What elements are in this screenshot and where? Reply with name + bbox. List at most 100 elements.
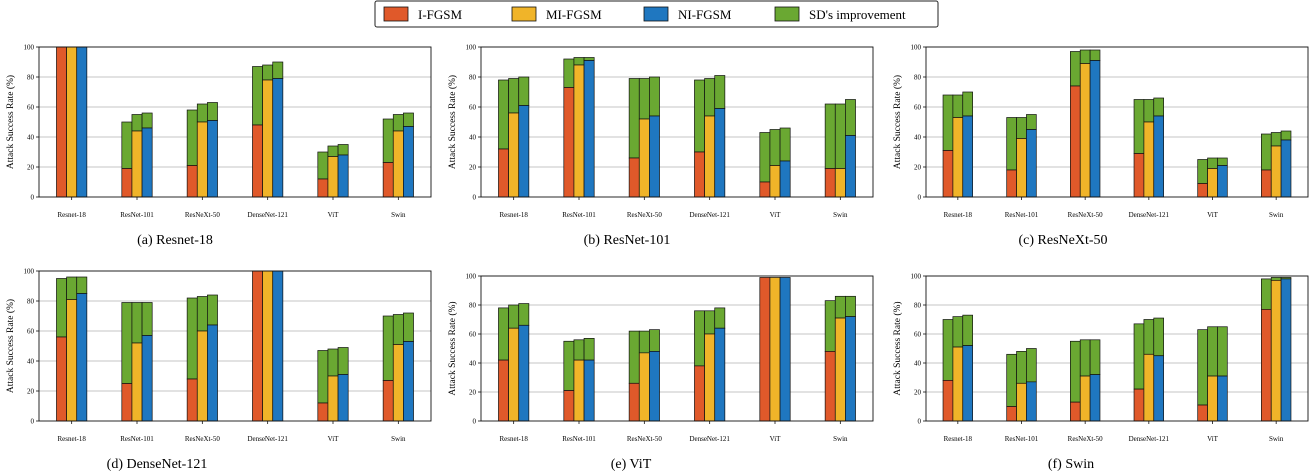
bar-improvement xyxy=(131,114,143,132)
chart-panel-2: 0 20 40 60 80 100 Attack Success Rate (%) Resne… xyxy=(892,44,1309,248)
bar-nifgsm xyxy=(207,324,218,422)
bar-improvement xyxy=(1016,117,1027,139)
bar-improvement xyxy=(583,57,595,61)
legend-swatch-0 xyxy=(383,6,409,22)
bar-ifgsm xyxy=(382,380,394,422)
plot-frame xyxy=(480,46,874,198)
bar-mifgsm xyxy=(1207,375,1218,422)
bar-improvement xyxy=(317,350,329,404)
bar-improvement xyxy=(714,307,726,329)
bar-improvement xyxy=(207,294,218,326)
x-tick-label: Resnet-18 xyxy=(944,435,973,443)
bar-mifgsm xyxy=(1016,138,1027,198)
bar-improvement xyxy=(942,94,954,151)
bar-improvement xyxy=(1197,329,1208,406)
bar-improvement xyxy=(1270,277,1282,281)
panel-title: (e) ViT xyxy=(611,457,652,472)
x-tick-label: Swin xyxy=(1269,211,1284,219)
bar-mifgsm xyxy=(704,333,716,422)
x-tick-label: ViT xyxy=(1207,435,1219,443)
bar-improvement xyxy=(779,127,791,162)
bar-improvement xyxy=(131,302,143,344)
y-tick-label: 80 xyxy=(469,302,477,310)
y-axis-label: Attack Success Rate (%) xyxy=(447,301,458,395)
x-tick-label: ViT xyxy=(328,211,340,219)
bar-improvement xyxy=(952,94,964,118)
bar-nifgsm xyxy=(1217,375,1228,422)
bar-nifgsm xyxy=(845,316,856,422)
y-tick-label: 100 xyxy=(911,44,922,52)
x-tick-label: Swin xyxy=(1269,435,1284,443)
x-tick-label: ResNet-101 xyxy=(562,435,596,443)
bar-improvement xyxy=(141,302,153,336)
bar-improvement xyxy=(1153,317,1164,357)
bar-ifgsm xyxy=(121,168,133,198)
bar-improvement xyxy=(1197,159,1208,184)
bar-improvement xyxy=(382,118,394,163)
x-tick-label: Swin xyxy=(833,435,848,443)
bar-improvement xyxy=(962,314,973,346)
bar-improvement xyxy=(518,76,530,106)
bar-ifgsm xyxy=(1070,85,1081,198)
y-tick-label: 60 xyxy=(469,104,477,112)
plot-frame xyxy=(925,275,1309,422)
bar-ifgsm xyxy=(317,178,329,198)
bar-improvement xyxy=(704,310,716,335)
bar-mifgsm xyxy=(1270,280,1282,422)
y-tick-label: 40 xyxy=(914,360,922,368)
x-tick-label: Swin xyxy=(391,435,406,443)
bar-improvement xyxy=(403,112,414,127)
bar-improvement xyxy=(1133,323,1145,390)
bar-nifgsm xyxy=(1280,139,1292,198)
bar-ifgsm xyxy=(628,382,640,422)
bar-mifgsm xyxy=(952,117,964,198)
bar-nifgsm xyxy=(141,127,153,198)
bar-improvement xyxy=(1143,99,1155,123)
y-tick-label: 20 xyxy=(469,164,477,172)
y-tick-label: 0 xyxy=(473,418,477,426)
bar-improvement xyxy=(1217,326,1228,377)
bar-improvement xyxy=(628,78,640,159)
bar-improvement xyxy=(196,103,208,123)
x-tick-label: ResNet-101 xyxy=(120,435,154,443)
bar-improvement xyxy=(1016,351,1027,384)
bar-improvement xyxy=(1070,340,1081,403)
x-tick-label: Swin xyxy=(391,211,406,219)
bar-nifgsm xyxy=(1026,129,1037,198)
bar-ifgsm xyxy=(694,365,705,422)
bar-mifgsm xyxy=(573,359,585,422)
x-tick-label: ResNet-101 xyxy=(562,211,596,219)
y-tick-label: 80 xyxy=(914,74,922,82)
bar-improvement xyxy=(207,102,218,121)
bar-mifgsm xyxy=(327,375,339,422)
y-axis-label: Attack Success Rate (%) xyxy=(5,299,16,393)
y-tick-label: 60 xyxy=(914,104,922,112)
bar-nifgsm xyxy=(583,60,595,198)
y-tick-label: 100 xyxy=(24,44,35,52)
x-tick-label: Resnet-18 xyxy=(57,435,86,443)
chart-panel-4: 0 20 40 60 80 100 Attack Success Rate (%) Resne… xyxy=(447,273,874,472)
bar-mifgsm xyxy=(327,156,339,198)
bar-nifgsm xyxy=(272,270,284,422)
y-tick-label: 80 xyxy=(27,298,35,306)
x-tick-label: ResNeXt-50 xyxy=(185,211,220,219)
bar-improvement xyxy=(1261,278,1272,310)
bar-mifgsm xyxy=(834,317,846,422)
chart-panel-1: 0 20 40 60 80 100 Attack Success Rate (%) Resne… xyxy=(447,44,874,248)
bar-mifgsm xyxy=(704,115,716,198)
x-tick-label: DenseNet-121 xyxy=(1129,211,1170,219)
x-tick-label: DenseNet-121 xyxy=(689,211,730,219)
bar-improvement xyxy=(942,319,954,381)
x-tick-label: DenseNet-121 xyxy=(689,435,730,443)
x-tick-label: ViT xyxy=(1207,211,1219,219)
bar-improvement xyxy=(845,99,856,136)
bar-ifgsm xyxy=(1070,401,1081,422)
bar-improvement xyxy=(196,296,208,332)
bar-improvement xyxy=(252,66,263,126)
legend-label-2: NI-FGSM xyxy=(678,7,732,22)
bar-mifgsm xyxy=(131,130,143,198)
bar-improvement xyxy=(186,109,198,166)
bar-mifgsm xyxy=(1079,63,1091,198)
bar-improvement xyxy=(327,348,339,377)
